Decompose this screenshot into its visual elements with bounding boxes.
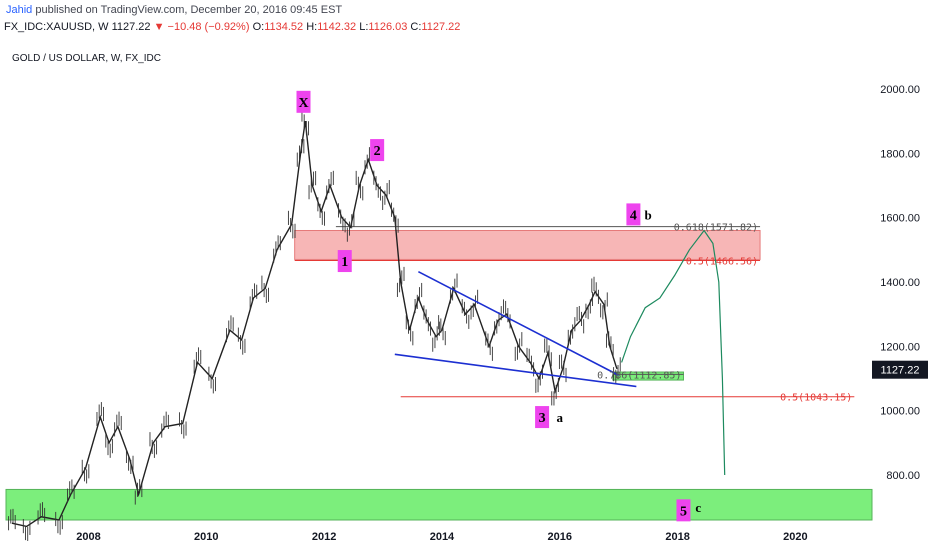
red-resistance-zone: [294, 229, 761, 260]
x-tick-label: 2020: [783, 531, 807, 543]
low-label: L:: [359, 21, 369, 33]
wave-label-2: 2: [374, 144, 381, 159]
open-value: 1134.52: [264, 21, 304, 33]
green-support-zone-large: [5, 488, 873, 521]
last-price: 1127.22: [111, 21, 151, 33]
y-tick-label: 1200.00: [880, 341, 920, 353]
fib-level-label: 0.618(1571.82): [674, 223, 758, 234]
author-link[interactable]: Jahid: [6, 4, 33, 16]
low-value: 1126.03: [368, 21, 408, 33]
wave-label-3: 3: [539, 411, 546, 426]
fib-level-label: 0.5(1043.15): [780, 393, 852, 404]
wave-label-box: [337, 250, 352, 273]
x-tick-label: 2012: [312, 531, 336, 543]
wave-label-4: 4: [630, 208, 637, 223]
wave-label-c: c: [695, 500, 701, 515]
y-tick-label: 1400.00: [880, 277, 920, 289]
publish-info: Jahid published on TradingView.com, Dece…: [6, 4, 342, 16]
x-tick-label: 2018: [665, 531, 689, 543]
wave-label-b: b: [645, 207, 652, 222]
trendline: [394, 353, 637, 388]
open-label: O:: [252, 21, 265, 33]
fib-level-label: 0.5(1466.56): [686, 257, 758, 268]
x-tick-label: 2014: [430, 531, 455, 543]
ohlc-bar: FX_IDC:XAUUSD, W 1127.22 ▼ −10.48 (−0.92…: [4, 21, 460, 33]
wave-label-box: [370, 139, 385, 162]
y-tick-label: 2000.00: [880, 84, 920, 96]
current-price-tag: [872, 360, 928, 379]
wave-label-box: [676, 499, 691, 522]
wave-label-box: [626, 203, 641, 226]
trendline: [418, 270, 620, 376]
wave-label-5: 5: [680, 504, 687, 519]
high-value: 1142.32: [317, 21, 357, 33]
wave-label-1: 1: [341, 255, 348, 270]
wave-label-a: a: [557, 410, 564, 425]
price-chart[interactable]: GOLD / US DOLLAR, W, FX_IDC 0.618(1571.82…: [0, 40, 932, 550]
x-tick-label: 2008: [76, 531, 100, 543]
close-label: C:: [410, 21, 422, 33]
chart-title: GOLD / US DOLLAR, W, FX_IDC: [12, 53, 161, 64]
chart-header: Jahid published on TradingView.com, Dece…: [0, 0, 932, 40]
wave-label-box: [296, 90, 311, 113]
high-label: H:: [306, 21, 318, 33]
price-line: [11, 120, 618, 528]
fib-level-label: 0.786(1112.85): [597, 370, 681, 381]
y-tick-label: 1000.00: [880, 406, 920, 418]
x-tick-label: 2010: [194, 531, 218, 543]
price-change: −10.48 (−0.92%): [167, 21, 250, 33]
close-value: 1127.22: [421, 21, 461, 33]
y-tick-label: 1600.00: [880, 213, 920, 225]
green-support-zone-small: [612, 371, 684, 381]
projection-path: [621, 229, 726, 476]
down-arrow-icon: ▼: [153, 21, 165, 33]
current-price-label: 1127.22: [881, 365, 920, 377]
symbol-label: FX_IDC:XAUUSD, W: [4, 21, 109, 33]
wave-label-box: [535, 406, 550, 429]
x-tick-label: 2016: [548, 531, 572, 543]
publish-text: published on TradingView.com, December 2…: [35, 4, 343, 16]
y-tick-label: 800.00: [886, 470, 920, 482]
wave-label-X: X: [298, 96, 308, 111]
y-tick-label: 1800.00: [880, 148, 920, 160]
